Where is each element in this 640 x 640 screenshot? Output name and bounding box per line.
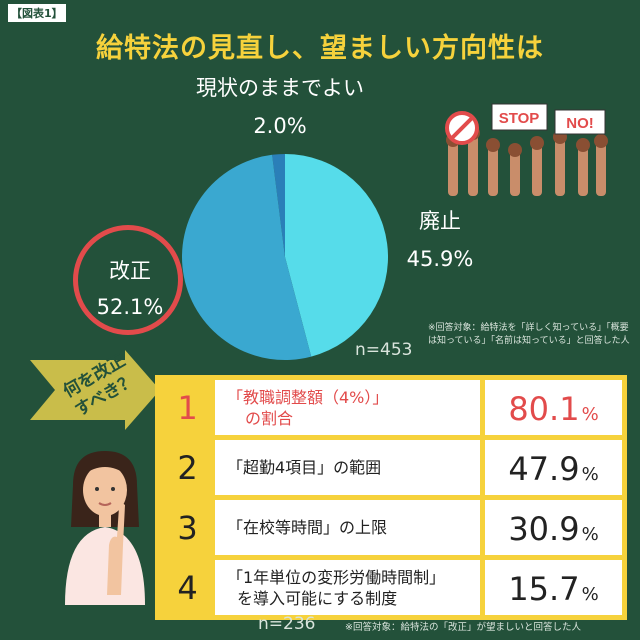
rank-item-line1: 「教職調整額（4%）」 xyxy=(227,387,389,407)
pie-label-abolish: 廃止 45.9% xyxy=(385,205,495,271)
rank-item: 「1年単位の変形労働時間制」 を導入可能にする制度 xyxy=(215,560,480,615)
table-note: ※回答対象：給特法の「改正」が望ましいと回答した人 xyxy=(345,622,581,633)
table-row: 1 「教職調整額（4%）」 の割合 80.1% xyxy=(160,380,622,435)
rank-number: 1 xyxy=(177,388,198,427)
arrow-right-icon xyxy=(30,350,160,430)
pie-label-reform-value: 52.1% xyxy=(96,295,164,319)
stop-sign-text: STOP xyxy=(499,110,540,127)
pie-label-keep-value: 2.0% xyxy=(253,114,307,138)
pie-label-abolish-name: 廃止 xyxy=(419,209,461,233)
no-sign-icon xyxy=(445,111,479,145)
rank-value: 80.1% xyxy=(485,380,622,435)
rank-item-line1: 「在校等時間」の上限 xyxy=(227,518,388,537)
table-row: 4 「1年単位の変形労働時間制」 を導入可能にする制度 15.7% xyxy=(160,560,622,615)
rank-item: 「超勤4項目」の範囲 xyxy=(215,440,480,495)
reform-highlight-ring xyxy=(73,225,183,335)
chart-title: 給特法の見直し、望ましい方向性は xyxy=(96,33,544,64)
pie-sample-size: n=453 xyxy=(355,340,413,360)
rank-number: 2 xyxy=(177,448,198,487)
rank-item-line2: を導入可能にする制度 xyxy=(237,588,398,608)
thinking-woman-icon xyxy=(65,451,145,605)
protest-hands-icon: STOP NO! xyxy=(445,103,608,196)
no-sign-text: NO! xyxy=(566,115,594,132)
rank-item-line2: の割合 xyxy=(245,408,294,428)
table-row: 2 「超勤4項目」の範囲 47.9% xyxy=(160,440,622,495)
table-sample-size: n=236 xyxy=(258,614,316,634)
pie-label-reform-name: 改正 xyxy=(109,259,151,283)
rank-value: 15.7% xyxy=(485,560,622,615)
rank-value-number: 30.9 xyxy=(508,510,580,548)
pie-note: ※回答対象：給特法を「詳しく知っている」「概要は知っている」「名前は知っている」… xyxy=(428,323,630,346)
pie-label-keep: 現状のままでよい 2.0% xyxy=(170,72,390,138)
rank-value-number: 47.9 xyxy=(508,450,580,488)
rank-number: 3 xyxy=(177,508,198,547)
rank-value: 30.9% xyxy=(485,500,622,555)
pie-slice-abolish xyxy=(285,154,388,357)
pie-chart xyxy=(182,154,388,360)
pie-slice-reform xyxy=(182,154,312,360)
rank-item-line1: 「1年単位の変形労働時間制」 xyxy=(227,567,446,587)
ranking-table: 1 「教職調整額（4%）」 の割合 80.1% 2 「超勤4項目」の範囲 47.… xyxy=(155,375,627,620)
rank-item: 「教職調整額（4%）」 の割合 xyxy=(215,380,480,435)
pie-slice-keep xyxy=(272,154,285,257)
table-row: 3 「在校等時間」の上限 30.9% xyxy=(160,500,622,555)
rank-value-unit: % xyxy=(581,584,599,605)
rank-value-number: 80.1 xyxy=(508,390,580,428)
pie-label-reform: 改正 52.1% xyxy=(80,255,180,319)
rank-number: 4 xyxy=(177,568,198,607)
rank-value-number: 15.7 xyxy=(508,570,580,608)
pie-label-abolish-value: 45.9% xyxy=(406,247,474,271)
figure-tag: 【図表1】 xyxy=(8,4,66,22)
rank-value-unit: % xyxy=(581,464,599,485)
rank-value: 47.9% xyxy=(485,440,622,495)
rank-value-unit: % xyxy=(581,404,599,425)
rank-item: 「在校等時間」の上限 xyxy=(215,500,480,555)
rank-value-unit: % xyxy=(581,524,599,545)
rank-item-line1: 「超勤4項目」の範囲 xyxy=(227,458,382,477)
pie-label-keep-name: 現状のままでよい xyxy=(196,76,364,100)
